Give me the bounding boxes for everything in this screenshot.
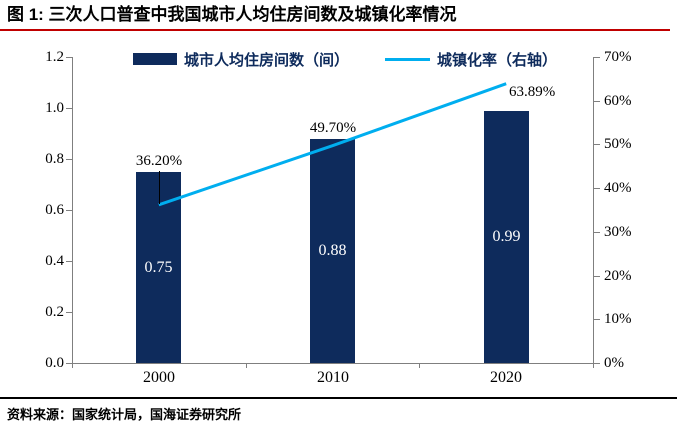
left-axis-label: 0.6 <box>45 202 64 218</box>
right-tick-mark <box>594 319 600 320</box>
bar-value-label: 0.75 <box>144 258 173 276</box>
left-tick-mark <box>66 312 72 313</box>
right-tick-mark <box>594 188 600 189</box>
bar-value-label: 0.99 <box>492 228 521 245</box>
line-data-label: 49.70% <box>309 120 357 136</box>
right-tick-mark <box>594 232 600 233</box>
legend-line-label: 城镇化率（右轴） <box>437 51 558 69</box>
footer-separator <box>0 397 677 399</box>
left-tick-mark <box>66 261 72 262</box>
title-underline <box>0 29 670 31</box>
x-axis-label: 2010 <box>317 369 349 386</box>
bar-2020: 0.99 <box>484 111 529 363</box>
legend-item-bar: 城市人均住房间数（间） <box>133 51 350 69</box>
x-axis <box>72 363 594 364</box>
bottom-tick-mark <box>419 364 420 368</box>
left-axis-label: 1.2 <box>45 49 64 65</box>
label-leader-line <box>159 171 160 204</box>
x-axis-label: 2000 <box>143 369 175 386</box>
legend-bar-label: 城市人均住房间数（间） <box>184 51 350 69</box>
left-tick-mark <box>66 108 72 109</box>
right-tick-mark <box>594 144 600 145</box>
bar-swatch-icon <box>133 53 177 65</box>
left-axis-label: 0.8 <box>45 151 64 167</box>
left-axis-label: 0.2 <box>45 304 64 320</box>
right-axis-label: 70% <box>604 49 632 65</box>
legend-item-line: 城镇化率（右轴） <box>385 51 558 69</box>
bar-value-label: 0.88 <box>318 242 347 259</box>
right-tick-mark <box>594 276 600 277</box>
right-tick-mark <box>594 57 600 58</box>
left-tick-mark <box>66 159 72 160</box>
right-axis-label: 60% <box>604 93 632 109</box>
left-tick-mark <box>66 363 72 364</box>
left-tick-mark <box>66 57 72 58</box>
right-axis-label: 0% <box>604 355 624 371</box>
left-tick-mark <box>66 210 72 211</box>
right-tick-mark <box>594 101 600 102</box>
bottom-tick-mark <box>246 364 247 368</box>
line-swatch-icon <box>385 57 430 61</box>
bar-2010: 0.88 <box>310 139 355 363</box>
left-axis-label: 0.0 <box>45 355 64 371</box>
bottom-tick-mark <box>593 364 594 368</box>
source-text: 资料来源：国家统计局，国海证券研究所 <box>7 407 242 422</box>
y-axis-right <box>593 57 594 364</box>
right-axis-label: 20% <box>604 268 632 284</box>
right-axis-label: 40% <box>604 180 632 196</box>
right-axis-label: 50% <box>604 136 632 152</box>
left-axis-label: 0.4 <box>45 253 64 269</box>
right-tick-mark <box>594 363 600 364</box>
x-axis-label: 2020 <box>490 369 522 386</box>
bottom-tick-mark <box>72 364 73 368</box>
y-axis-left <box>72 57 73 364</box>
figure-title: 图 1: 三次人口普查中我国城市人均住房间数及城镇化率情况 <box>7 5 457 24</box>
right-axis-label: 10% <box>604 311 632 327</box>
line-data-label: 63.89% <box>509 84 556 100</box>
right-axis-label: 30% <box>604 224 632 240</box>
left-axis-label: 1.0 <box>45 100 64 116</box>
line-data-label: 36.20% <box>135 153 183 169</box>
